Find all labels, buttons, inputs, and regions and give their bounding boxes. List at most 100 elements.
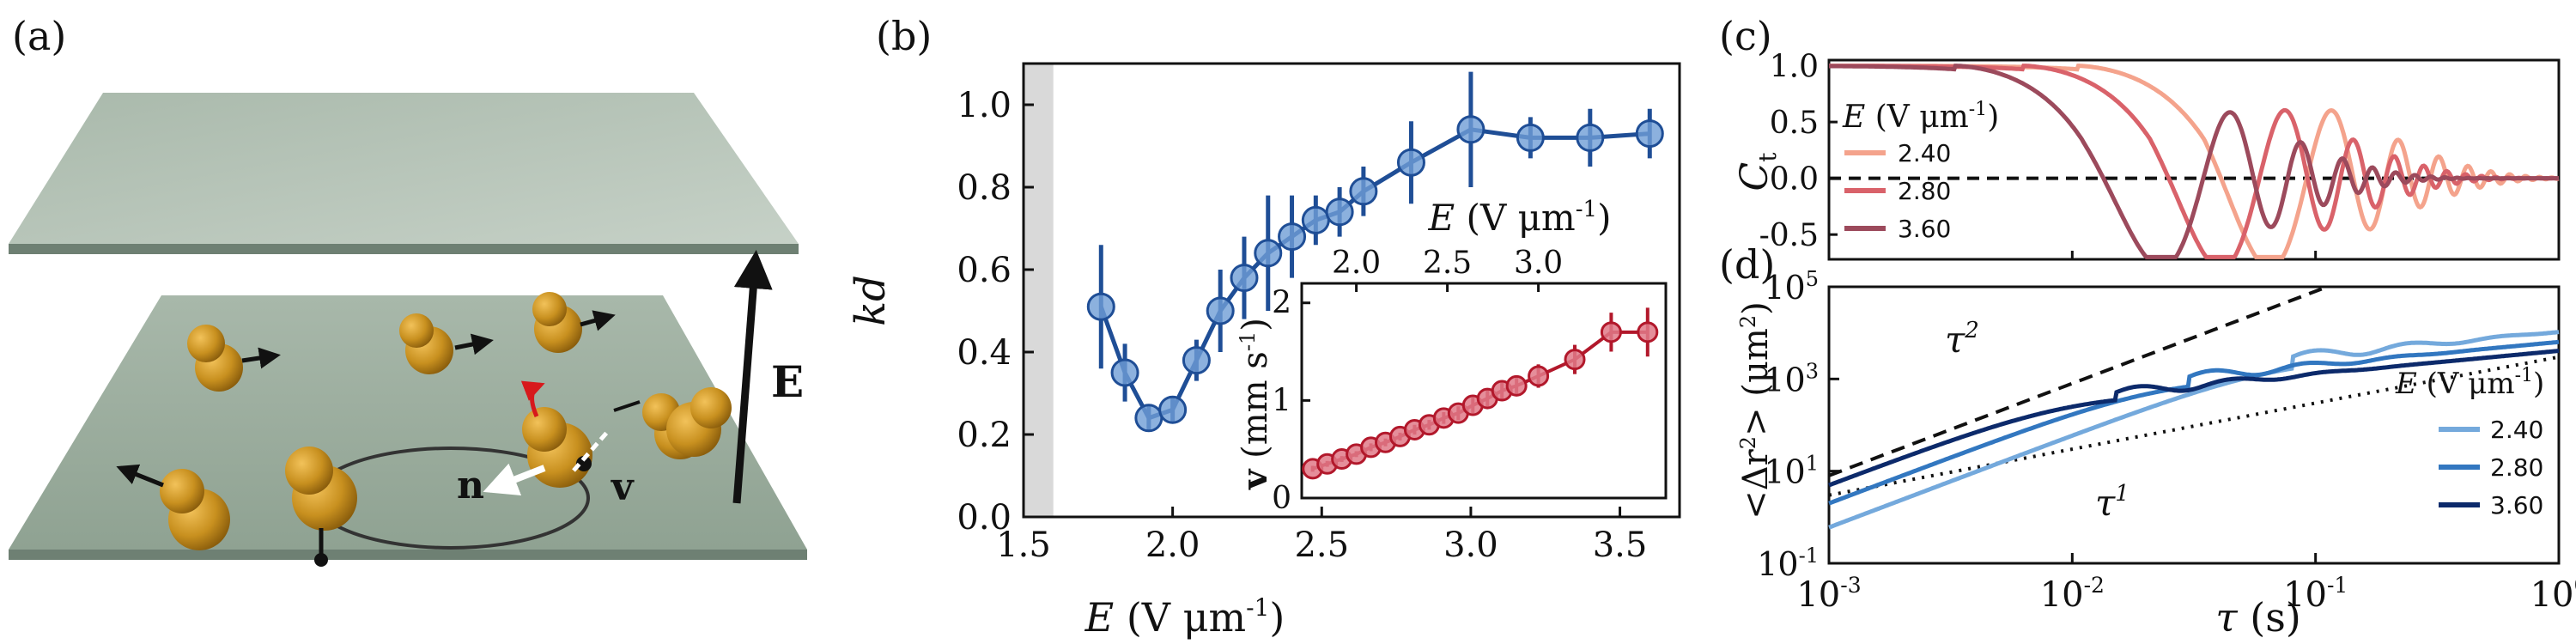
d-ylabel: <Δr2> (μm2) (1736, 301, 1776, 519)
d-legend-label: 3.60 (2490, 491, 2543, 519)
d-xtick-label: 10-2 (2040, 573, 2105, 615)
b-xtick-label: 3.0 (1443, 526, 1498, 565)
d-series-line (1828, 339, 2560, 506)
b-xtick-label: 1.5 (996, 526, 1051, 565)
b-inset-ylabel: v (mm s-1) (1235, 318, 1275, 490)
b-data-point (1325, 197, 1354, 227)
b-data-point (1110, 358, 1139, 387)
d-guide-line (1828, 287, 2323, 477)
b-data-point (1278, 222, 1307, 252)
b-inset-data-point (1505, 374, 1528, 397)
b-data-point (1516, 123, 1545, 152)
panel-d-chart: (d) 10-3 10-2 10-1 100 10-1 101 103 105 τ2 τ1 2.40… (1719, 241, 2576, 641)
particle (187, 325, 281, 392)
d-guide-line (1828, 355, 2560, 497)
c-axes-frame (1827, 58, 2561, 261)
b-data-point (1086, 292, 1115, 321)
d-series-line (1828, 349, 2560, 488)
d-axes-frame (1827, 285, 2561, 565)
b-ytick-label: 1.0 (957, 86, 1012, 125)
d-series-line (1828, 330, 2560, 530)
b-axes-frame (1022, 62, 1681, 519)
b-ytick-label: 0.8 (957, 168, 1012, 208)
b-data-point (1396, 148, 1425, 177)
d-ytick-label: 103 (1764, 359, 1819, 398)
particle (399, 313, 494, 374)
b-xtick-label: 2.5 (1294, 526, 1349, 565)
panel-label-d: (d) (1719, 241, 1775, 288)
field-arrow (732, 250, 773, 504)
b-ylabel: kd (847, 275, 895, 326)
c-legend-label: 3.60 (1898, 215, 1951, 243)
panel-a-illustration: (a) (9, 13, 807, 620)
c-ytick-label: 1.0 (1770, 50, 1819, 85)
d-guide-label: τ1 (2095, 481, 2129, 524)
b-data-point (1635, 119, 1664, 149)
panel-label-a: (a) (12, 13, 66, 59)
particle-cw (483, 380, 611, 495)
c-ylabel: Ct (1733, 152, 1782, 191)
panel-c-chart: (c) 1.0 0.5 0.0 -0.5 2.40 2.80 3.60 Ct E (V μm… (1719, 13, 2561, 261)
c-ytick-label: 0.5 (1770, 106, 1819, 141)
d-ytick-label: 101 (1764, 452, 1819, 491)
c-legend-label: 2.80 (1898, 177, 1951, 205)
b-ytick-label: 0.6 (957, 251, 1012, 290)
b-inset-ytick-label: 0 (1272, 481, 1291, 516)
b-inset-xtick-label: 2.0 (1332, 246, 1381, 281)
b-data-point (1349, 177, 1378, 206)
b-ytick-label: 0.4 (957, 333, 1012, 373)
c-legend-title: E (V μm-1) (1842, 99, 1999, 135)
b-data-point (1301, 205, 1330, 234)
b-inset-data-point (1564, 349, 1586, 371)
ccw-label: CCW (264, 580, 359, 620)
c-ytick-label: -0.5 (1759, 218, 1819, 253)
c-series-line (1829, 64, 2559, 259)
b-inset-data-point (1637, 321, 1659, 343)
b-data-point (1576, 123, 1605, 152)
b-inset-xtick-label: 2.5 (1423, 246, 1472, 281)
d-ytick-label: 105 (1764, 267, 1819, 307)
d-legend-label: 2.40 (2490, 416, 2543, 444)
d-guide-label: τ2 (1945, 318, 1979, 361)
panel-b-chart: (b) 1.5 2.0 2.5 3.0 3.5 0.0 0.2 0.4 0.6 0.8 1.0 kd… (847, 13, 1681, 641)
d-legend-title: E (V μm-1) (2395, 365, 2544, 401)
panel-label-c: (c) (1719, 13, 1772, 59)
d-xtick-label: 10-3 (1796, 573, 1861, 615)
top-electrode-plate (9, 93, 799, 254)
d-xtick-label: 10-1 (2283, 573, 2348, 615)
c-ytick-label: 0.0 (1770, 162, 1819, 197)
b-data-point (1134, 404, 1163, 433)
b-ytick-label: 0.0 (957, 498, 1012, 538)
b-inset-ytick-label: 2 (1272, 286, 1291, 321)
b-xlabel: E (V μm-1) (1084, 593, 1285, 641)
b-xtick-label: 3.5 (1593, 526, 1648, 565)
d-ytick-label: 10-1 (1757, 544, 1819, 583)
panel-label-b: (b) (876, 13, 932, 59)
particle (116, 464, 230, 550)
d-xlabel: τ (s) (2215, 594, 2301, 641)
d-xtick-label: 100 (2530, 573, 2576, 615)
director-label: n (457, 464, 484, 507)
c-legend-label: 2.40 (1898, 139, 1951, 167)
b-data-point (1456, 115, 1485, 144)
cw-label: CW (555, 580, 622, 620)
d-legend-label: 2.80 (2490, 453, 2543, 482)
b-inset-xtick-label: 3.0 (1514, 246, 1563, 281)
b-data-point (1182, 346, 1211, 375)
b-data-point (1230, 264, 1259, 293)
b-data-point (1254, 239, 1283, 268)
field-label: E (771, 356, 804, 407)
b-data-point (1206, 296, 1235, 325)
b-data-point (1158, 395, 1188, 424)
b-inset-xlabel: E (V μm-1) (1428, 197, 1612, 239)
b-inset-ytick-label: 1 (1272, 383, 1291, 418)
particle (666, 387, 732, 457)
particle-ccw (285, 447, 357, 567)
c-series-line (1829, 64, 2559, 259)
b-xtick-label: 2.0 (1145, 526, 1200, 565)
b-inset-data-point (1600, 321, 1622, 343)
b-ytick-label: 0.2 (957, 416, 1012, 455)
b-shaded-region (1024, 64, 1054, 517)
velocity-label: v (611, 465, 635, 509)
